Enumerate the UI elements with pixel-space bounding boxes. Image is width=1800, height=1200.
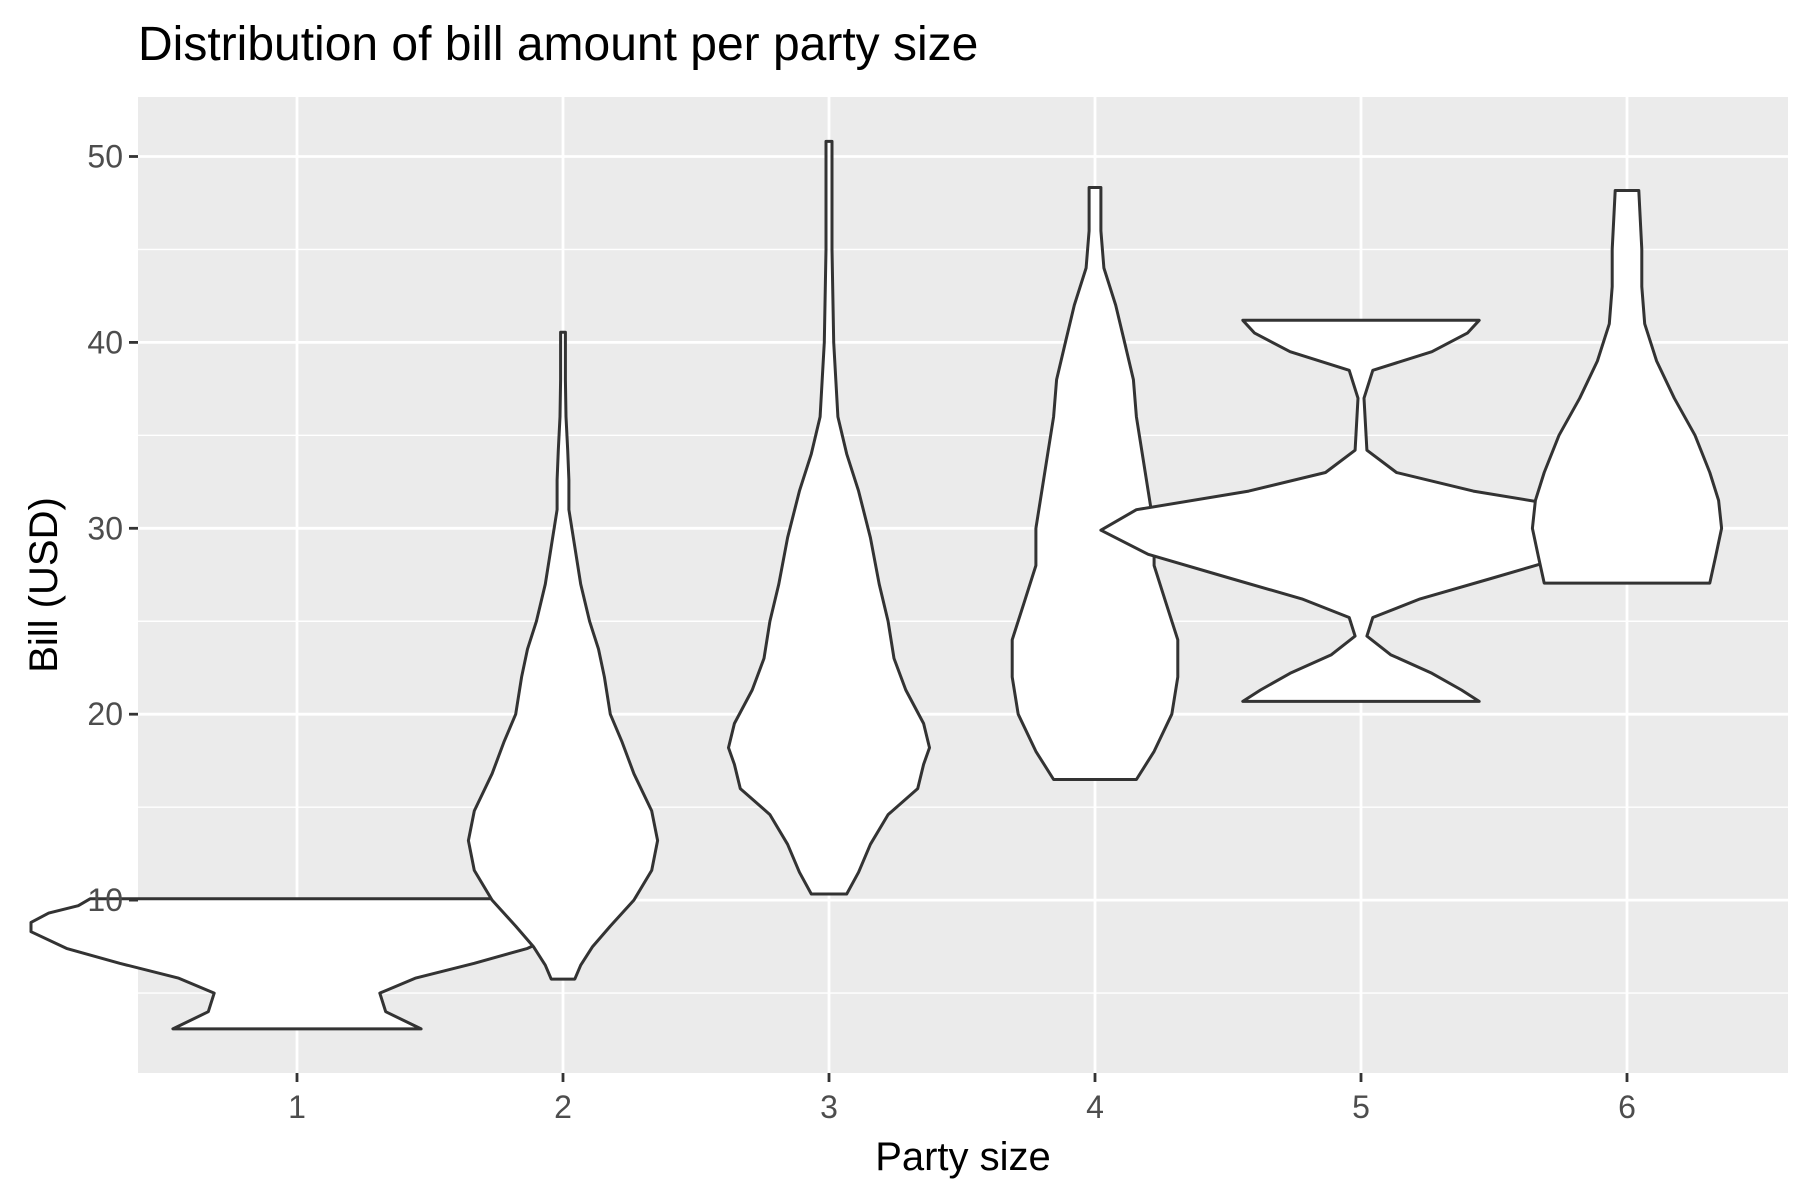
x-tick-label: 2 bbox=[554, 1089, 572, 1125]
x-axis-title: Party size bbox=[875, 1135, 1051, 1179]
y-axis-title: Bill (USD) bbox=[22, 497, 66, 673]
y-tick-label: 30 bbox=[87, 510, 123, 546]
x-tick-label: 6 bbox=[1618, 1089, 1636, 1125]
y-tick-label: 10 bbox=[87, 882, 123, 918]
x-tick-label: 5 bbox=[1352, 1089, 1370, 1125]
violin-2 bbox=[466, 330, 660, 981]
y-tick-label: 50 bbox=[87, 138, 123, 174]
x-tick-label: 3 bbox=[820, 1089, 838, 1125]
y-tick-label: 40 bbox=[87, 324, 123, 360]
x-tick-label: 1 bbox=[288, 1089, 306, 1125]
grid-minor bbox=[138, 248, 1788, 994]
y-tick-label: 20 bbox=[87, 696, 123, 732]
violin-1 bbox=[29, 897, 565, 1031]
violin-3 bbox=[727, 139, 931, 896]
violin-5 bbox=[1099, 318, 1623, 703]
violin-4 bbox=[1010, 186, 1180, 781]
y-axis: 10 20 30 40 50 bbox=[87, 138, 138, 918]
x-tick-label: 4 bbox=[1086, 1089, 1104, 1125]
violin-6 bbox=[1530, 189, 1724, 585]
violins bbox=[29, 139, 1724, 1031]
x-axis: 1 2 3 4 5 6 bbox=[288, 1073, 1636, 1125]
chart-title: Distribution of bill amount per party si… bbox=[138, 18, 978, 71]
